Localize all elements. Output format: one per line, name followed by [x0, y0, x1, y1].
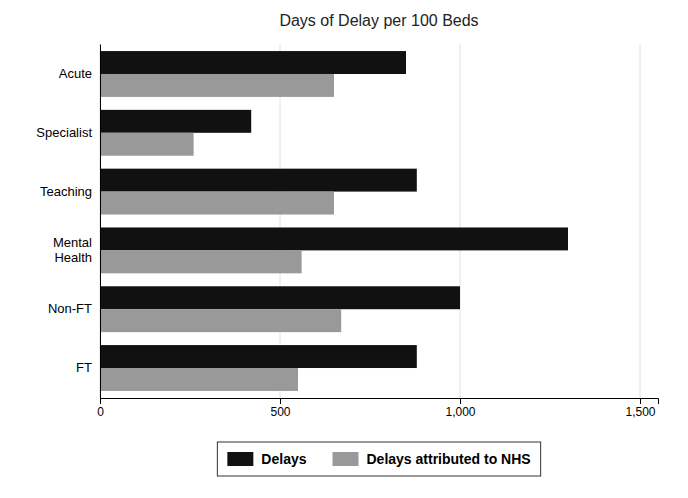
tick-label-line: FT	[76, 360, 92, 375]
tick-label-line: Teaching	[40, 184, 92, 199]
plot: 0 500 1,000 1,500 Acute Specialist Teaching Men…	[36, 44, 658, 419]
tick-label: Non-FT	[48, 301, 92, 316]
y-tick: FT	[76, 360, 100, 375]
tick-label-line: Health	[54, 250, 92, 265]
bar	[100, 227, 568, 250]
y-tick: Specialist	[36, 125, 100, 140]
axis-line	[100, 45, 101, 399]
x-axis: 0 500 1,000 1,500	[97, 398, 658, 419]
tick-label-line: Specialist	[36, 125, 92, 140]
title: Days of Delay per 100 Beds	[279, 12, 478, 29]
grid-line	[280, 44, 281, 398]
series	[100, 51, 568, 368]
x-tick: 1,000	[445, 398, 475, 419]
y-tick: Teaching	[40, 184, 100, 199]
x-tick: 1,500	[625, 398, 655, 419]
y-tick: Acute	[59, 66, 100, 81]
bar	[100, 169, 417, 192]
tick-mark	[280, 398, 281, 404]
bar	[100, 345, 417, 368]
grid-line	[100, 44, 101, 398]
bar	[100, 286, 460, 309]
bar	[100, 309, 341, 332]
bars	[100, 51, 568, 391]
series	[100, 74, 341, 391]
legend-item: Delays	[227, 451, 306, 467]
bar	[100, 192, 334, 215]
tick-label: MentalHealth	[53, 235, 92, 265]
bar	[100, 250, 302, 273]
grid-line	[460, 44, 461, 398]
y-axis: Acute Specialist Teaching MentalHealth Non-F…	[36, 45, 100, 399]
bar	[100, 133, 194, 156]
legend-swatch	[227, 452, 253, 466]
bar	[100, 51, 406, 74]
bar	[100, 368, 298, 391]
tick-label: FT	[76, 360, 92, 375]
tick-label: 500	[270, 405, 290, 419]
legend-frame	[217, 442, 540, 476]
tick-label: 1,500	[625, 405, 655, 419]
axis-line	[101, 399, 659, 405]
tick-label: 1,000	[445, 405, 475, 419]
x-tick: 500	[270, 398, 290, 419]
tick-label: Teaching	[40, 184, 92, 199]
legend-label: Delays attributed to NHS	[367, 451, 531, 467]
legend: Delays Delays attributed to NHS	[217, 442, 540, 476]
tick-label: Acute	[59, 66, 92, 81]
legend-item: Delays attributed to NHS	[333, 451, 531, 467]
y-tick: Non-FT	[48, 301, 100, 316]
grid-line	[640, 44, 641, 398]
tick-label: 0	[97, 405, 104, 419]
y-tick: MentalHealth	[53, 235, 100, 265]
tick-mark	[100, 398, 101, 404]
grid	[100, 44, 640, 398]
tick-mark	[460, 398, 461, 404]
x-tick: 0	[97, 398, 104, 419]
tick-label-line: Non-FT	[48, 301, 92, 316]
tick-mark	[640, 398, 641, 404]
chart: 0 500 1,000 1,500 Acute Specialist Teaching Men…	[0, 0, 688, 498]
tick-label: Specialist	[36, 125, 92, 140]
legend-label: Delays	[261, 451, 306, 467]
tick-label-line: Acute	[59, 66, 92, 81]
bar	[100, 74, 334, 97]
legend-swatch	[333, 452, 359, 466]
tick-label-line: Mental	[53, 235, 92, 250]
bar	[100, 110, 251, 133]
